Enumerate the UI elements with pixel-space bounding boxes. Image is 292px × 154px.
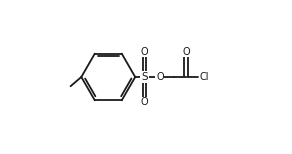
Text: O: O (141, 97, 148, 107)
Text: Cl: Cl (200, 72, 209, 82)
Text: O: O (141, 47, 148, 57)
Text: O: O (156, 72, 164, 82)
Text: O: O (182, 47, 190, 57)
Text: S: S (141, 72, 148, 82)
